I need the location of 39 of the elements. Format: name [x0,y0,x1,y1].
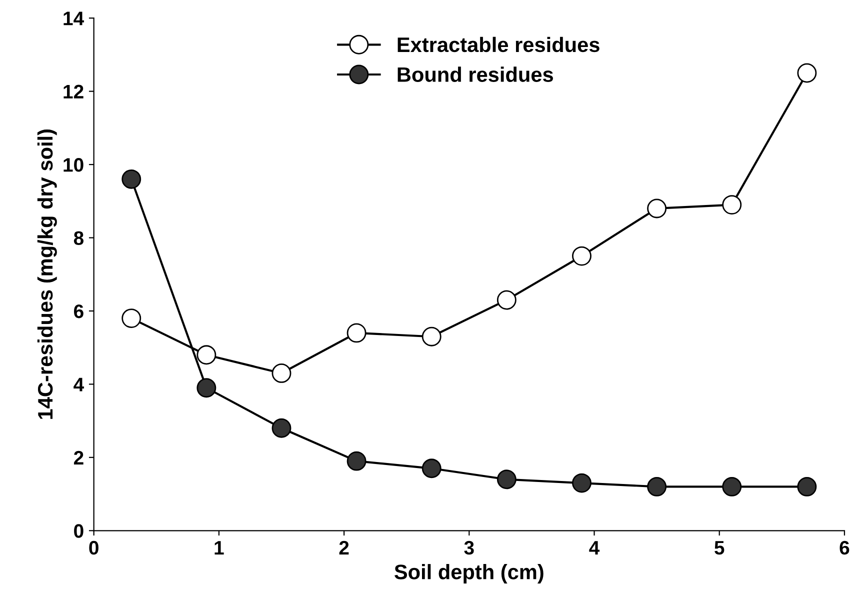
y-tick-label: 2 [74,450,84,464]
y-tick-label: 10 [64,158,84,172]
point [272,363,292,383]
legend-label: Extractable residues [398,36,600,52]
x-tick-label: 4 [589,541,600,554]
point [797,476,817,496]
point [572,246,592,266]
y-axis-title: 14C-residues (mg/kg dry soil) [37,130,57,419]
point [346,451,366,471]
point [797,63,817,83]
point [722,195,742,215]
y-tick-label: 8 [74,231,84,245]
point [722,476,742,496]
point [346,323,366,343]
y-tick-label: 14 [64,12,84,26]
point [196,345,216,365]
point [647,198,667,218]
point [422,458,442,478]
point [496,470,516,490]
point [122,308,142,328]
point [572,473,592,493]
point [122,169,142,189]
point [496,290,516,310]
x-tick-label: 5 [714,541,724,555]
point [272,418,292,438]
y-tick-label: 6 [74,304,84,318]
x-tick-label: 2 [339,540,349,554]
y-tick-label: 0 [74,524,84,538]
point [647,476,667,496]
y-tick-label: 12 [64,84,84,98]
x-tick-label: 0 [89,540,98,555]
x-axis-title: Soil depth (cm) [394,564,544,584]
x-tick-label: 3 [464,540,474,555]
y-tick-label: 4 [74,378,84,392]
point [422,326,442,346]
x-tick-label: 1 [214,541,224,554]
point [196,378,216,398]
legend-label: Bound residues [398,66,553,82]
x-tick-label: 6 [840,540,850,555]
